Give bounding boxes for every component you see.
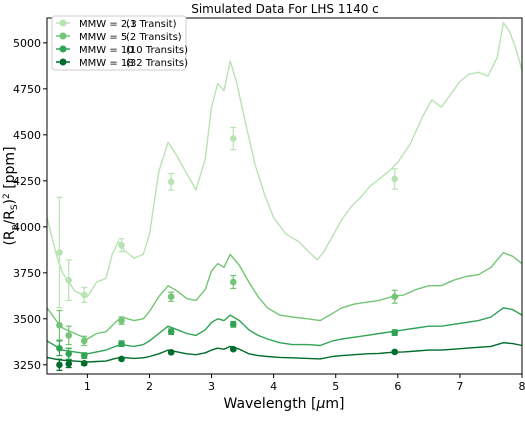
legend-label-2: MMW = 5 [79,32,127,43]
series-3 [46,307,523,355]
data-point [391,329,399,336]
data-point [118,340,125,347]
series-1 [46,21,523,298]
data-point [391,293,399,301]
data-point [56,321,63,329]
x-tick-label: 4 [270,380,277,393]
x-tick-label: 8 [519,380,525,393]
data-point [229,278,237,286]
data-point [118,241,125,249]
data-point [80,360,88,367]
data-point [229,321,237,328]
data-point [56,344,63,352]
legend-entry-3: MMW = 10 (10 Transits) [56,45,188,56]
y-tick-label: 4250 [13,175,41,188]
legend-label-4: MMW = 18 [79,58,134,69]
data-point [80,291,88,299]
data-point [80,352,88,359]
data-point [118,317,125,324]
series-points-2 [56,274,399,347]
x-axis-title: Wavelength [μm] [224,396,345,412]
legend: MMW = 2.3 (1 Transit) MMW = 5 (2 Transit… [51,15,188,71]
y-tick-label: 5000 [13,37,41,50]
legend-transits-2: (2 Transits) [126,32,182,43]
data-point [56,361,63,369]
chart-title: Simulated Data For LHS 1140 c [191,2,379,16]
data-point [229,345,237,353]
legend-label-3: MMW = 10 [79,45,134,56]
data-point [65,350,73,358]
y-tick-label: 3500 [13,313,41,326]
y-axis-title: (Rp/RS)2 [ppm] [2,146,20,245]
x-tick-label: 2 [146,380,153,393]
legend-entry-1: MMW = 2.3 (1 Transit) [56,19,177,30]
legend-transits-4: (32 Transits) [126,58,188,69]
data-point [56,249,63,256]
x-tick-label: 6 [394,380,401,393]
legend-marker-2 [59,32,67,40]
y-tick-label: 4750 [13,83,41,96]
series-model-line [46,307,523,355]
series-points-3 [56,320,399,360]
y-axis-ticks: 3250 3500 3750 4000 4250 4500 4750 5000 [13,37,47,372]
x-tick-label: 1 [84,380,91,393]
y-tick-label: 4000 [13,221,41,234]
legend-label-1: MMW = 2.3 [79,19,137,30]
legend-marker-4 [59,58,67,66]
series-points-1 [56,126,399,309]
data-point [65,276,73,284]
legend-transits-1: (1 Transit) [126,19,177,30]
legend-marker-1 [59,19,67,27]
series-model-line [46,21,523,298]
series-points-4 [56,345,399,371]
legend-box [51,15,187,71]
x-tick-label: 3 [208,380,215,393]
x-tick-label: 7 [456,380,463,393]
y-tick-label: 3750 [13,267,41,280]
x-tick-label: 5 [332,380,339,393]
data-point [167,348,175,356]
data-point [167,328,175,335]
series-layer [46,21,523,371]
data-point [391,348,399,356]
plot-frame [46,17,523,375]
data-point [229,135,237,142]
legend-marker-3 [59,45,67,53]
data-point [167,293,175,301]
series-model-line [46,251,523,340]
y-tick-label: 3250 [13,359,41,372]
y-tick-label: 4500 [13,129,41,142]
data-point [65,360,73,368]
data-point [167,178,175,186]
legend-transits-3: (10 Transits) [126,45,188,56]
data-point [118,355,125,363]
data-point [391,175,399,183]
x-axis-ticks: 1 2 3 4 5 6 7 8 [84,374,525,393]
data-point [80,337,88,345]
legend-entry-2: MMW = 5 (2 Transits) [56,32,182,43]
series-2 [46,251,523,340]
data-point [65,332,73,339]
legend-entry-4: MMW = 18 (32 Transits) [56,58,188,69]
